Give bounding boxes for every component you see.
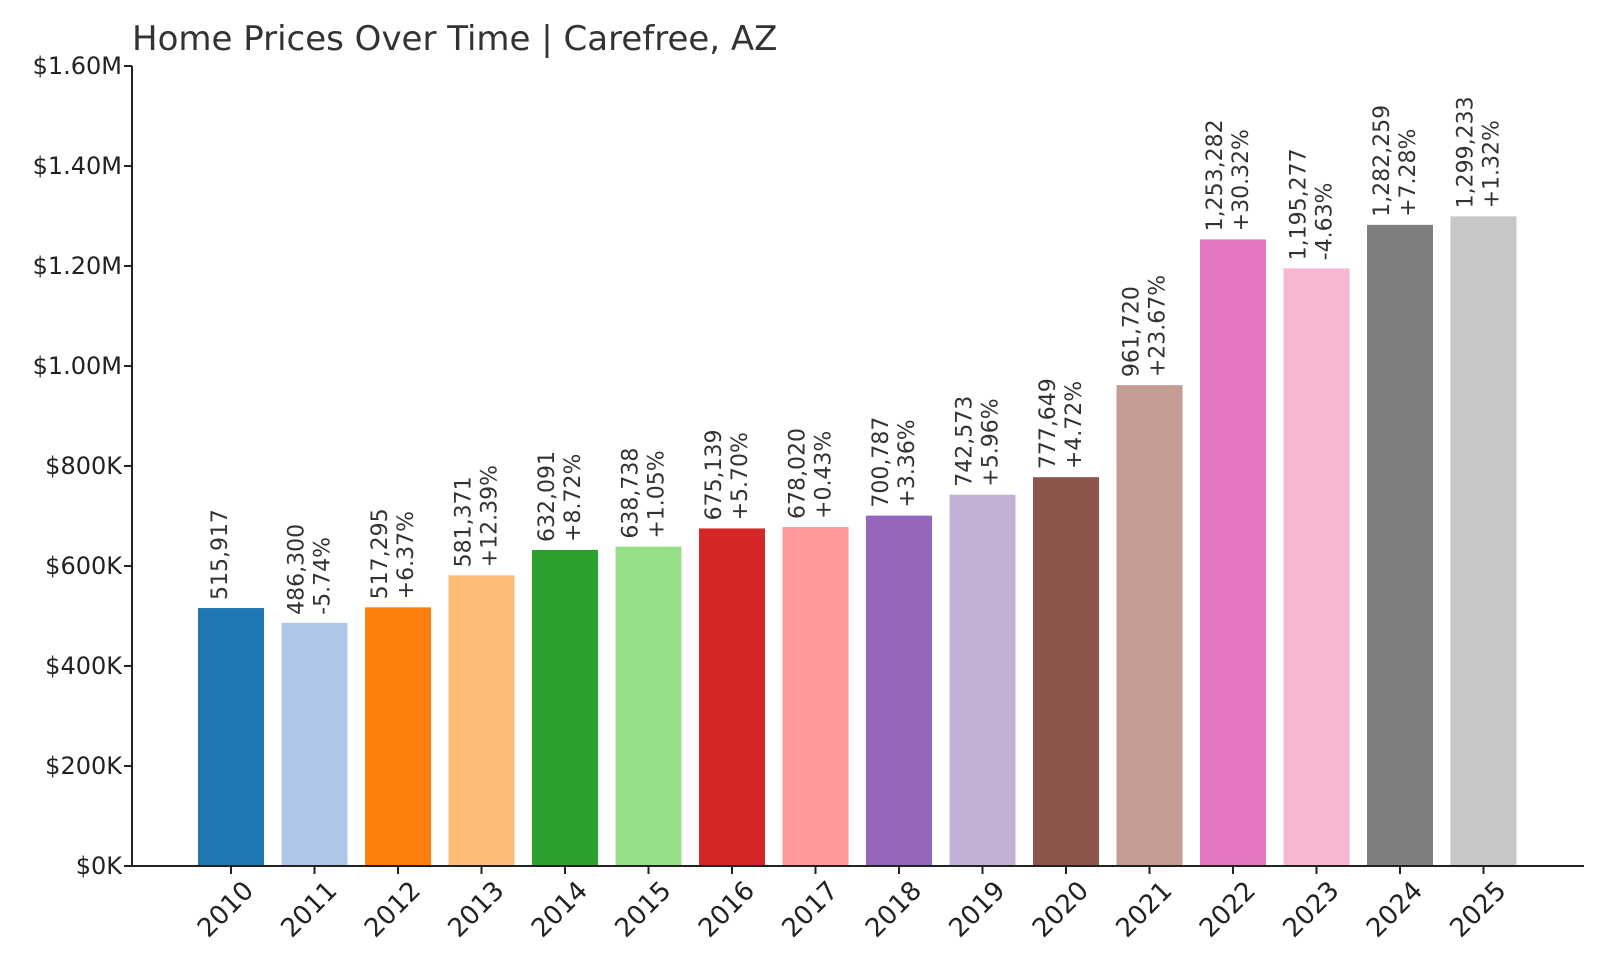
bar-change-label: +3.36%	[895, 419, 920, 507]
bar-change-label: +23.67%	[1146, 275, 1171, 377]
y-tick-label: $1.00M	[33, 352, 122, 380]
bar-value-label: 678,020	[786, 428, 811, 519]
x-tick-label-2021: 2021	[1110, 876, 1178, 944]
x-tick-label-2010: 2010	[192, 876, 260, 944]
bar-value-label: 581,371	[452, 476, 477, 567]
bar-2022	[1200, 239, 1266, 866]
bar-2024	[1367, 224, 1433, 867]
bar-value-label: 742,573	[953, 396, 978, 487]
x-tick-label-2022: 2022	[1194, 876, 1262, 944]
x-tick-label-2011: 2011	[275, 876, 343, 944]
x-axis-ticks: 2010 2011 2012 2013 2014 2015 2016 2017 2018 2019…	[192, 866, 1512, 944]
x-tick-label-2012: 2012	[359, 876, 427, 944]
bar-value-label: 961,720	[1120, 286, 1145, 377]
bar-2011	[281, 622, 348, 866]
bar-value-label: 1,195,277	[1287, 148, 1312, 260]
y-tick-label: $200K	[45, 752, 123, 780]
x-tick-label-2017: 2017	[776, 876, 844, 944]
bar-change-label: -5.74%	[311, 537, 336, 615]
x-tick-label-2014: 2014	[526, 876, 594, 944]
bar-value-label: 486,300	[285, 524, 310, 615]
bar-change-label: +0.43%	[812, 431, 837, 519]
bar-value-label: 1,299,233	[1454, 96, 1479, 208]
x-tick-label-2015: 2015	[609, 876, 677, 944]
x-tick-label-2016: 2016	[693, 876, 761, 944]
bar-labels-group: 515,917 486,300 -5.74% 517,295 +6.37% 581,371…	[208, 96, 1505, 614]
bar-value-label: 632,091	[535, 451, 560, 542]
y-tick-label: $400K	[45, 652, 123, 680]
y-tick-label: $800K	[45, 452, 123, 480]
bar-change-label: +7.28%	[1396, 129, 1421, 217]
y-tick-label: $1.60M	[33, 52, 122, 80]
x-tick-label-2013: 2013	[442, 876, 510, 944]
x-tick-label-2018: 2018	[860, 876, 928, 944]
bar-change-label: +5.70%	[728, 432, 753, 520]
bar-2016	[699, 528, 765, 866]
bar-value-label: 675,139	[702, 429, 727, 520]
bar-value-label: 1,282,259	[1370, 105, 1395, 217]
bars-group	[198, 216, 1517, 867]
x-tick-label-2024: 2024	[1361, 876, 1429, 944]
bar-2014	[532, 549, 598, 866]
bar-change-label: +1.32%	[1480, 120, 1505, 208]
bar-change-label: -4.63%	[1313, 183, 1338, 261]
bar-2012	[365, 607, 431, 866]
bar-2010	[198, 608, 264, 866]
bar-2021	[1116, 385, 1183, 866]
bar-2018	[866, 515, 932, 866]
bar-change-label: +5.96%	[979, 398, 1004, 486]
bar-2017	[782, 526, 849, 866]
y-tick-label: $0K	[76, 852, 124, 880]
bar-2020	[1033, 477, 1099, 866]
y-tick-label: $1.40M	[33, 152, 122, 180]
bar-2015	[615, 546, 682, 866]
bar-2013	[448, 575, 515, 866]
bar-2019	[949, 494, 1016, 866]
y-axis-ticks: $0K $200K $400K $600K $800K $1.00M $1.20M $1.40…	[33, 52, 132, 880]
x-tick-label-2020: 2020	[1027, 876, 1095, 944]
x-tick-label-2019: 2019	[943, 876, 1011, 944]
bar-value-label: 515,917	[208, 509, 233, 600]
bar-value-label: 517,295	[368, 508, 393, 599]
bar-value-label: 700,787	[869, 417, 894, 508]
y-tick-label: $1.20M	[33, 252, 122, 280]
bar-change-label: +4.72%	[1062, 381, 1087, 469]
bar-change-label: +1.05%	[645, 450, 670, 538]
x-tick-label-2025: 2025	[1444, 876, 1512, 944]
bar-change-label: +6.37%	[394, 511, 419, 599]
chart-title: Home Prices Over Time | Carefree, AZ	[132, 19, 777, 59]
bar-value-label: 777,649	[1036, 378, 1061, 469]
bar-change-label: +30.32%	[1229, 129, 1254, 231]
x-tick-label-2023: 2023	[1277, 876, 1345, 944]
bar-2025	[1450, 216, 1517, 867]
y-tick-label: $600K	[45, 552, 123, 580]
bar-change-label: +12.39%	[478, 465, 503, 567]
bar-value-label: 1,253,282	[1203, 119, 1228, 231]
bar-2023	[1283, 268, 1350, 866]
bar-value-label: 638,738	[619, 448, 644, 539]
bar-change-label: +8.72%	[561, 454, 586, 542]
